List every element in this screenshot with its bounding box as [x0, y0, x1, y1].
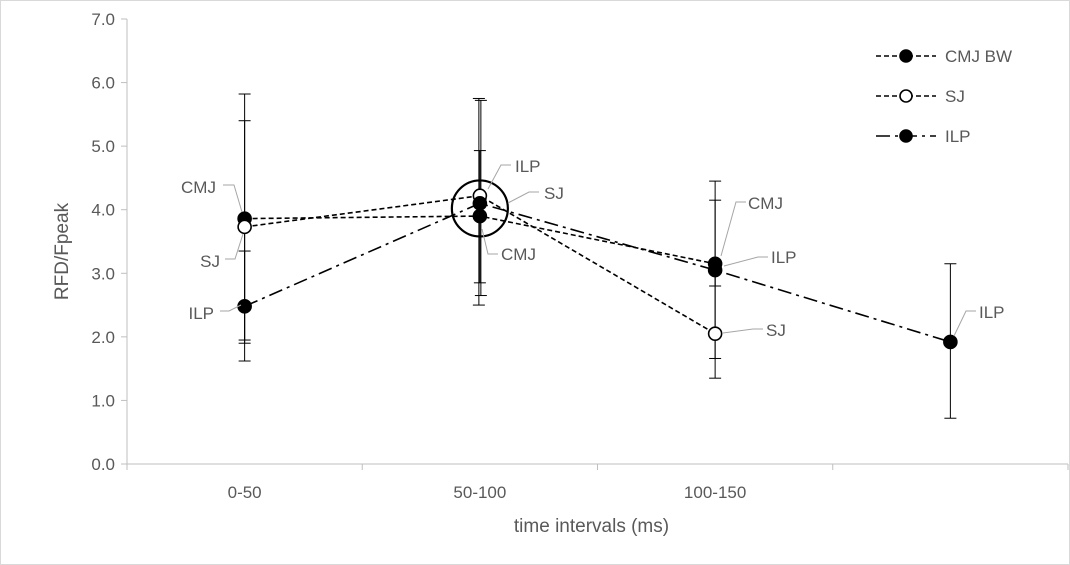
point-label-ilp-50-100: ILP	[515, 157, 541, 176]
series-line-ilp	[244, 202, 951, 343]
y-tick-label: 5.0	[91, 137, 115, 156]
series-line-sj	[244, 194, 716, 335]
point-label-sj-50-100-leader	[507, 191, 539, 204]
legend-item-sj-label: SJ	[945, 87, 965, 106]
legend: CMJ BW SJ ILP	[876, 47, 1012, 146]
annotations	[450, 179, 509, 238]
point-label-sj-0-50: SJ	[200, 252, 220, 271]
point-label-cmj-0-50-leader	[223, 184, 243, 213]
data-point-ilp-extra	[943, 334, 958, 350]
x-tick-label: 100-150	[684, 483, 746, 502]
point-label-ilp-100-150: ILP	[771, 248, 797, 267]
data-point-sj-100-150	[707, 326, 723, 341]
x-tick-label: 50-100	[453, 483, 506, 502]
point-label-sj-0-50-leader	[225, 233, 244, 260]
point-label-ilp-100-150-leader	[723, 256, 768, 267]
x-tick-label: 0-50	[228, 483, 262, 502]
legend-item-cmj-label: CMJ BW	[945, 47, 1012, 66]
point-label-ilp-0-50-leader	[220, 304, 242, 312]
y-tick-label: 4.0	[91, 201, 115, 220]
point-label-cmj-100-150-leader	[720, 201, 746, 257]
series-markers	[237, 188, 958, 350]
point-label-cmj-100-150: CMJ	[748, 194, 783, 213]
y-tick-label: 0.0	[91, 455, 115, 474]
point-label-sj-100-150: SJ	[766, 321, 786, 340]
point-label-ilp-extra-leader	[953, 310, 976, 337]
highlight-circle	[450, 179, 509, 238]
data-point-cmj-50-100	[472, 208, 488, 224]
legend-item-ilp-label: ILP	[945, 127, 971, 146]
point-label-sj-50-100: SJ	[544, 184, 564, 203]
y-tick-label: 1.0	[91, 391, 115, 410]
x-axis-title: time intervals (ms)	[514, 516, 669, 537]
error-bars	[238, 93, 957, 419]
series-lines	[244, 194, 951, 343]
point-label-ilp-0-50: ILP	[188, 304, 214, 323]
point-label-sj-100-150-leader	[722, 328, 763, 334]
y-tick-label: 7.0	[91, 10, 115, 29]
data-point-ilp-0-50	[237, 299, 252, 314]
data-point-ilp-100-150	[707, 262, 723, 278]
y-tick-label: 6.0	[91, 74, 115, 93]
y-axis-title: RFD/Fpeak	[52, 202, 73, 300]
axes: 0.0 1.0 2.0 3.0 4.0 5.0 6.0 7.0 0-50 50-100 100-15…	[52, 10, 1069, 537]
point-label-cmj-50-100: CMJ	[501, 245, 536, 264]
legend-item-sj-marker	[899, 89, 913, 103]
point-label-ilp-extra: ILP	[979, 303, 1005, 322]
legend-item-ilp-marker	[899, 129, 913, 143]
y-tick-label: 2.0	[91, 328, 115, 347]
y-tick-label: 3.0	[91, 264, 115, 283]
point-label-cmj-0-50: CMJ	[181, 178, 216, 197]
data-point-ilp-50-100	[472, 196, 488, 211]
data-point-sj-0-50	[237, 219, 252, 235]
point-label-cmj-50-100-leader	[481, 228, 498, 255]
point-label-ilp-50-100-leader	[487, 164, 511, 190]
legend-item-cmj-marker	[899, 49, 913, 63]
